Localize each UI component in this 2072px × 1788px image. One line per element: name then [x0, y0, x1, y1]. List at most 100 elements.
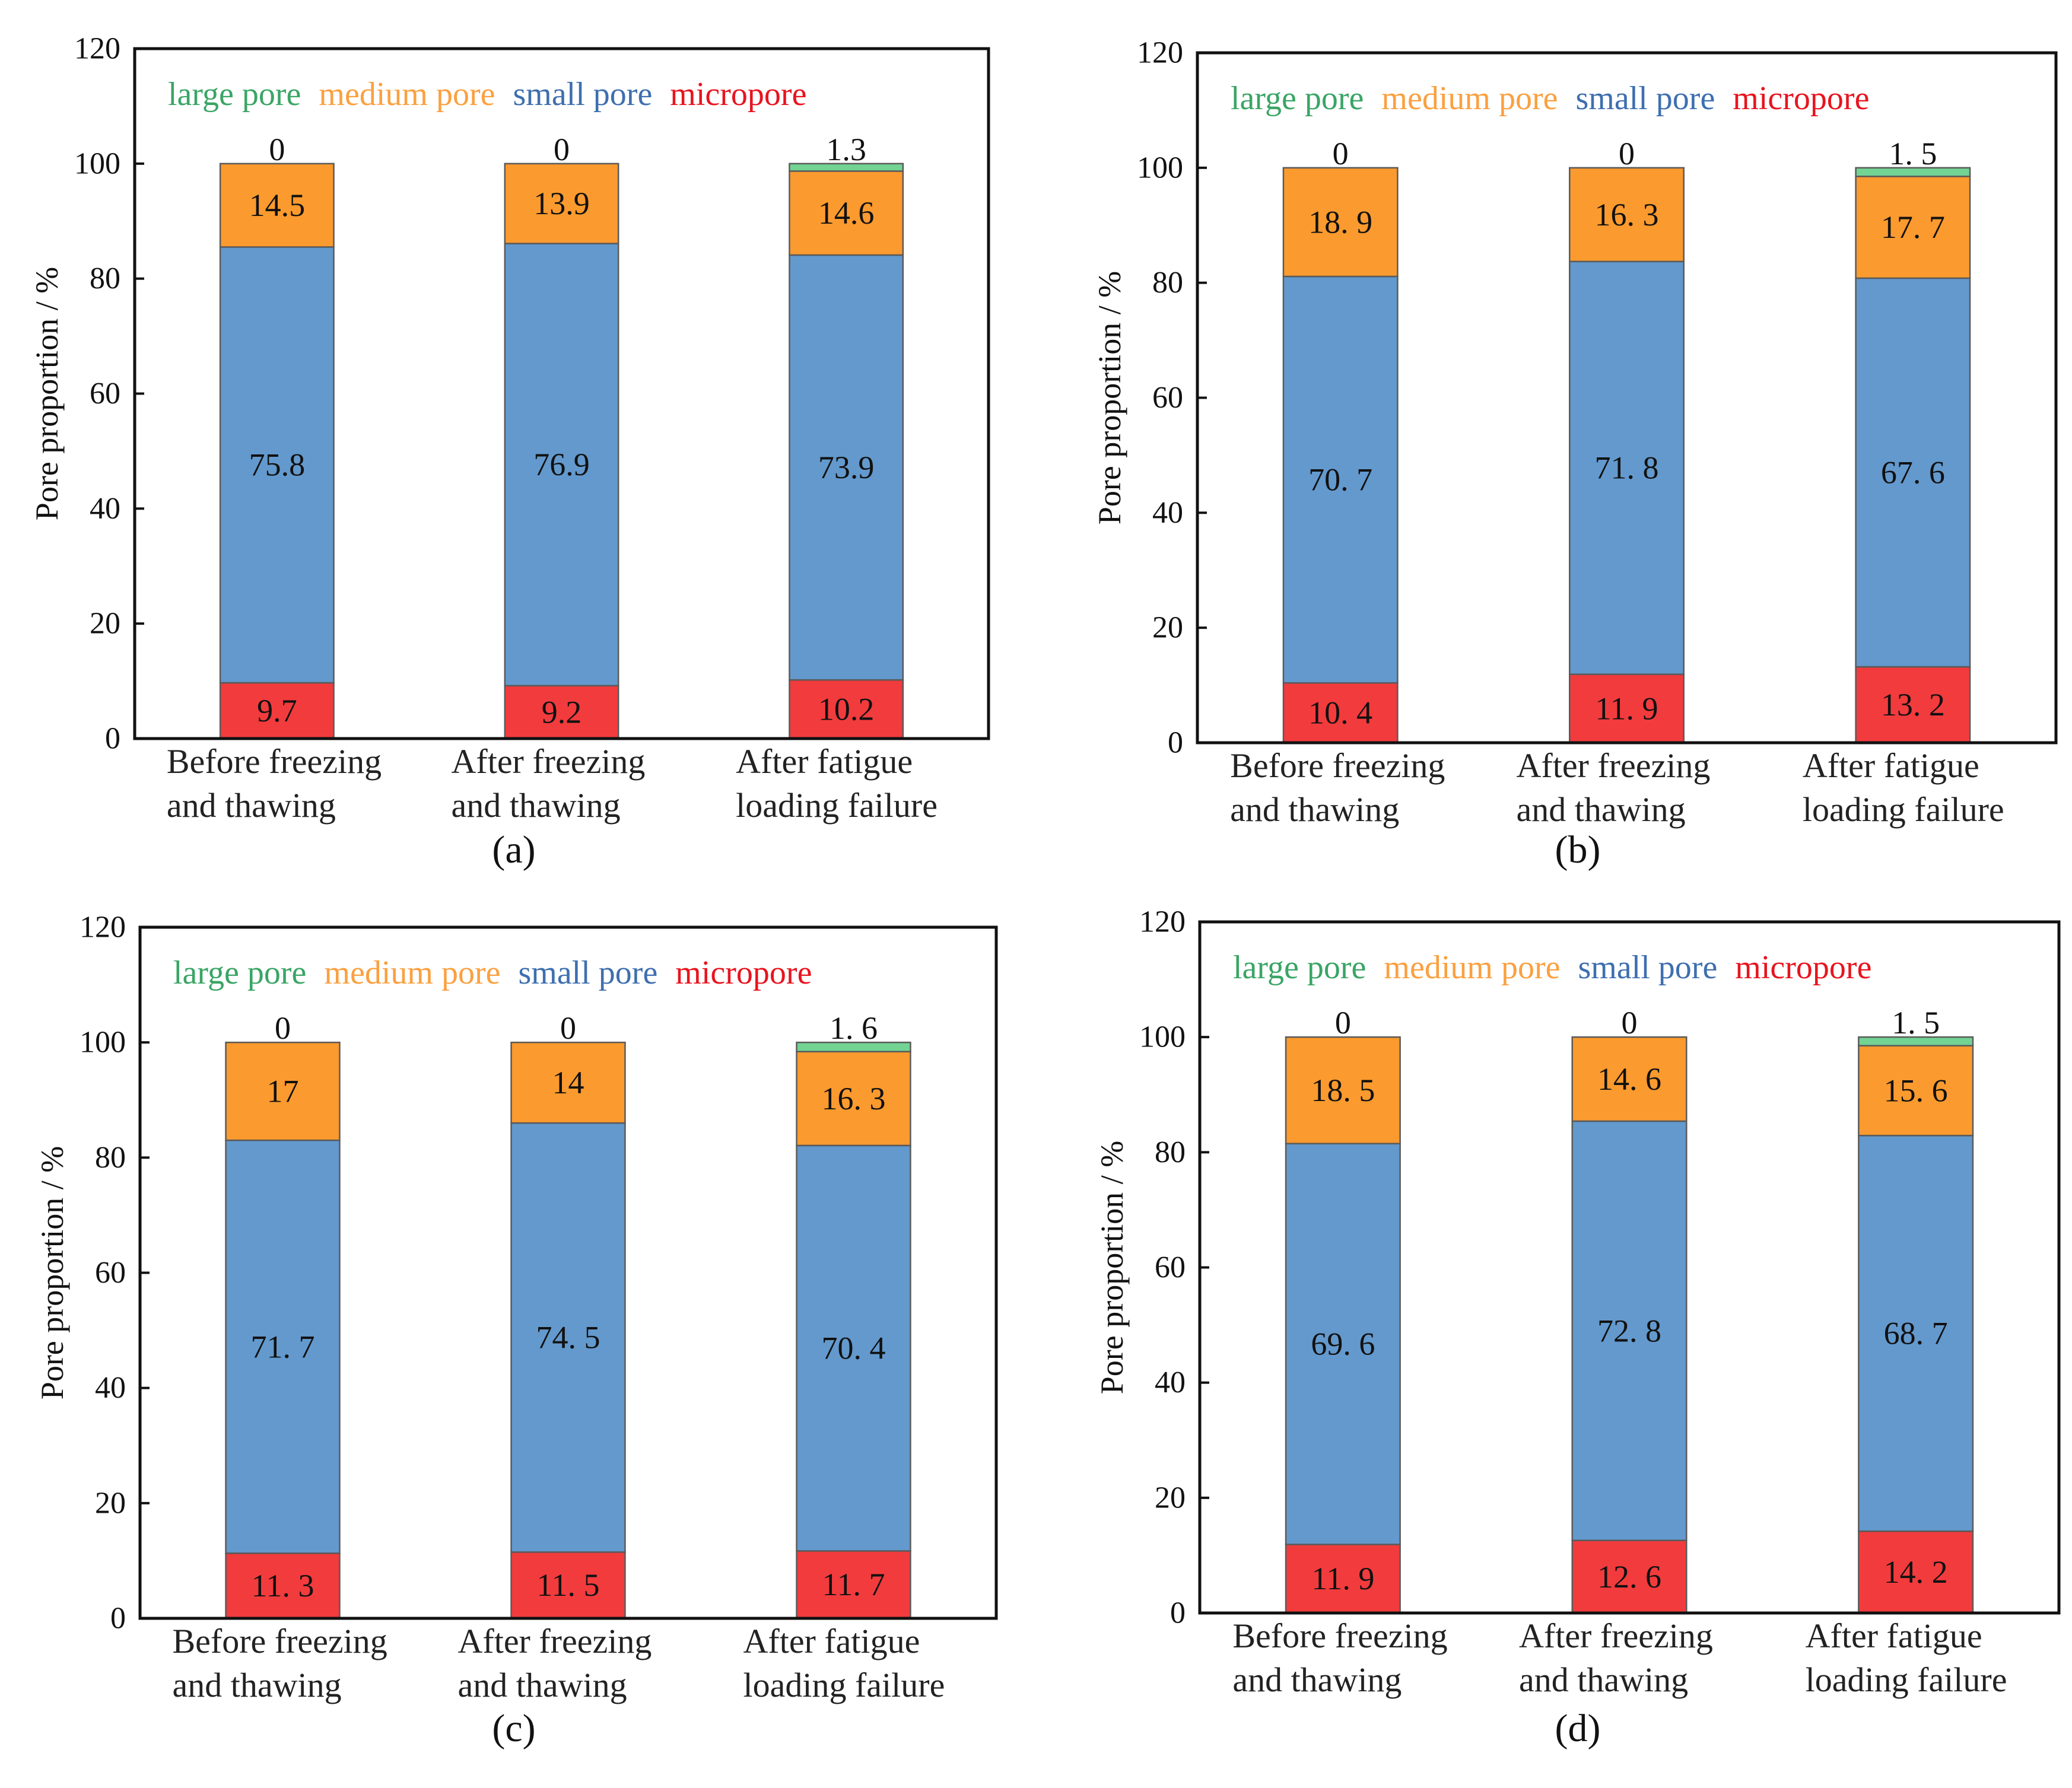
value-label-medium: 18. 9 [1308, 204, 1372, 240]
value-label-medium: 13.9 [533, 186, 590, 221]
bar-segment-small [1571, 1120, 1688, 1541]
x-tick-label: After freezing [1517, 746, 1711, 785]
y-tick-label: 60 [90, 377, 120, 411]
x-tick-label: loading failure [736, 786, 938, 825]
legend-item-large-pore: large pore [173, 955, 306, 991]
legend-item-large-pore: large pore [1231, 80, 1364, 117]
value-label-medium: 14. 6 [1597, 1061, 1661, 1097]
value-label-medium: 14.6 [818, 195, 875, 231]
value-label-medium: 15. 6 [1884, 1073, 1948, 1108]
legend-item-small-pore: small pore [1575, 80, 1715, 117]
bar-segment-micro [1855, 666, 1971, 744]
value-label-large: 1. 6 [830, 1010, 878, 1046]
x-tick-label: and thawing [1230, 790, 1399, 829]
legend-item-small-pore: small pore [518, 955, 657, 991]
value-label-micro: 11. 7 [822, 1567, 885, 1602]
bar-segment-small [1858, 1134, 1974, 1532]
y-tick-label: 40 [1152, 496, 1183, 530]
legend-item-large-pore: large pore [1233, 949, 1366, 986]
value-label-small: 71. 8 [1595, 450, 1659, 486]
bar-segment-large [1858, 1036, 1974, 1046]
y-tick-label: 0 [110, 1602, 126, 1636]
value-label-micro: 11. 3 [252, 1568, 314, 1604]
y-tick-label: 80 [95, 1141, 126, 1175]
y-tick-label: 120 [1137, 36, 1183, 70]
y-tick-label: 100 [80, 1026, 126, 1060]
y-tick-label: 60 [1155, 1251, 1186, 1284]
bar-segment-medium [1855, 176, 1971, 279]
legend-item-small-pore: small pore [1578, 949, 1717, 986]
x-tick-label: After fatigue [1803, 746, 1979, 785]
value-label-small: 72. 8 [1597, 1313, 1661, 1348]
bar-segment-small [1285, 1143, 1401, 1545]
bar-segment-medium [796, 1051, 911, 1147]
bar-segment-small [1282, 275, 1399, 684]
x-tick-label: and thawing [1519, 1660, 1688, 1699]
y-tick-label: 100 [1139, 1020, 1186, 1054]
x-tick-label: and thawing [173, 1666, 342, 1704]
y-tick-label: 60 [95, 1256, 126, 1290]
y-axis-label: Pore proportion / % [1094, 1141, 1130, 1394]
x-tick-label: and thawing [167, 786, 336, 825]
value-label-micro: 9.2 [542, 694, 582, 730]
bar-segment-medium [789, 170, 904, 256]
x-tick-label: After freezing [458, 1622, 652, 1660]
y-tick-label: 40 [95, 1371, 126, 1405]
value-label-large: 0 [1335, 1005, 1351, 1041]
bar-segment-small [504, 243, 619, 687]
bar-segment-medium [225, 1041, 341, 1141]
y-tick-label: 80 [90, 262, 120, 295]
bar-segment-micro [796, 1550, 911, 1620]
value-label-large: 0 [560, 1010, 576, 1046]
x-tick-label: and thawing [458, 1666, 627, 1704]
legend-item-medium-pore: medium pore [1384, 949, 1560, 986]
bar-segment-large [789, 163, 904, 172]
value-label-small: 75.8 [249, 447, 306, 483]
value-label-medium: 17 [267, 1074, 299, 1109]
bar-segment-micro [1858, 1530, 1974, 1614]
bar-segment-medium [1285, 1036, 1401, 1145]
value-label-small: 70. 4 [822, 1331, 886, 1366]
bar-segment-medium [1571, 1036, 1688, 1122]
x-tick-label: loading failure [743, 1666, 945, 1704]
legend-item-micropore: micropore [1733, 80, 1869, 117]
x-tick-label: loading failure [1803, 790, 2004, 829]
y-tick-label: 0 [105, 722, 120, 756]
y-tick-label: 0 [1170, 1596, 1186, 1630]
value-label-large: 0 [269, 132, 285, 167]
bar-segment-medium [1858, 1045, 1974, 1137]
x-tick-label: After freezing [452, 742, 646, 781]
bar-segment-small [1855, 277, 1971, 668]
value-label-large: 0 [1622, 1005, 1638, 1041]
y-tick-label: 20 [1152, 611, 1183, 645]
x-tick-label: Before freezing [1232, 1617, 1447, 1655]
bar-segment-micro [510, 1551, 626, 1620]
value-label-micro: 11. 9 [1311, 1561, 1374, 1596]
value-label-micro: 12. 6 [1597, 1559, 1661, 1595]
y-axis-label: Pore proportion / % [29, 267, 65, 520]
y-tick-label: 0 [1168, 726, 1183, 760]
value-label-small: 73.9 [818, 450, 875, 485]
value-label-micro: 10.2 [818, 692, 875, 727]
bar-segment-medium [1569, 167, 1685, 263]
panel-label: (d) [1555, 1707, 1601, 1750]
value-label-small: 76.9 [533, 447, 590, 482]
value-label-micro: 11. 9 [1596, 691, 1658, 726]
bar-segment-medium [510, 1041, 626, 1124]
value-label-large: 1.3 [826, 132, 866, 167]
legend-item-medium-pore: medium pore [1381, 80, 1558, 117]
legend-item-small-pore: small pore [513, 76, 652, 113]
bar-segment-medium [1282, 167, 1399, 278]
panel-label: (a) [492, 828, 535, 871]
value-label-medium: 17. 7 [1881, 209, 1945, 245]
legend-item-medium-pore: medium pore [319, 76, 495, 113]
chart-panel-a: 9.7 75.8 14.5 0 Before freezing and thawing 9.… [29, 32, 990, 871]
chart-panel-b: 10. 4 70. 7 18. 9 0 Before freezing and thawi… [1092, 36, 2058, 871]
x-tick-label: Before freezing [173, 1622, 387, 1660]
y-axis-label: Pore proportion / % [34, 1146, 70, 1399]
value-label-large: 0 [1333, 136, 1349, 171]
value-label-large: 0 [275, 1010, 291, 1046]
bar-segment-small [1569, 260, 1685, 675]
value-label-micro: 10. 4 [1308, 695, 1372, 731]
y-tick-label: 20 [90, 607, 120, 641]
